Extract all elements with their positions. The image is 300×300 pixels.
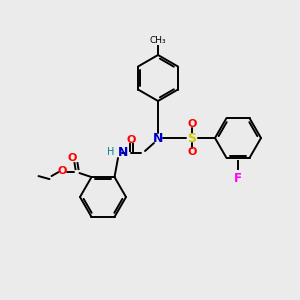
Text: H: H	[106, 147, 114, 157]
Text: O: O	[126, 135, 136, 145]
Text: O: O	[187, 119, 197, 129]
Text: N: N	[118, 146, 128, 158]
Text: F: F	[234, 172, 242, 185]
Text: S: S	[188, 131, 196, 145]
Text: N: N	[153, 131, 163, 145]
Text: O: O	[58, 166, 67, 176]
Text: CH₃: CH₃	[150, 36, 166, 45]
Text: O: O	[68, 153, 77, 163]
Text: O: O	[187, 147, 197, 157]
